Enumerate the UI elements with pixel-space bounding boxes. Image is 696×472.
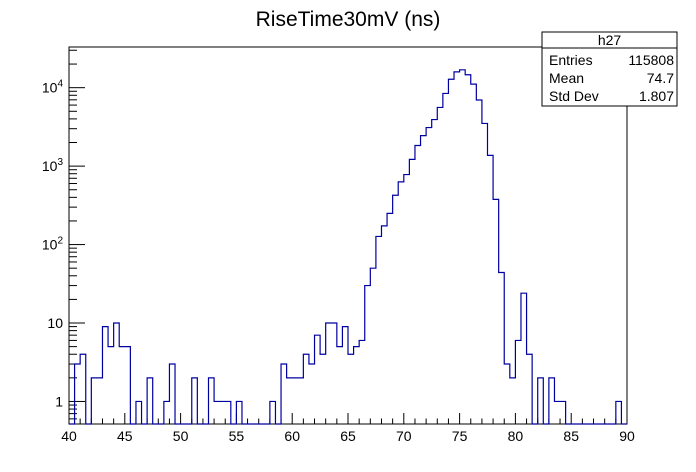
x-tick-label: 85 xyxy=(563,428,579,444)
stats-box-title: h27 xyxy=(598,32,622,48)
chart-title: RiseTime30mV (ns) xyxy=(256,8,441,31)
x-tick-label: 50 xyxy=(173,428,189,444)
x-tick-label: 65 xyxy=(340,428,356,444)
x-tick-label: 60 xyxy=(284,428,300,444)
stats-mean-value: 74.7 xyxy=(647,70,674,86)
y-axis-tick-labels: 1 10 102 103 104 xyxy=(42,79,64,410)
stats-entries-label: Entries xyxy=(549,52,593,68)
y-tick-label: 103 xyxy=(42,157,64,174)
y-tick-label: 1 xyxy=(55,393,63,409)
y-tick-label: 104 xyxy=(42,79,64,96)
x-axis-tick-labels: 40 45 50 55 60 65 70 75 80 85 90 xyxy=(61,428,635,444)
histogram-line xyxy=(69,69,627,425)
y-tick-label: 102 xyxy=(42,236,64,253)
stats-mean-label: Mean xyxy=(549,70,584,86)
x-tick-label: 70 xyxy=(396,428,412,444)
x-tick-label: 80 xyxy=(508,428,524,444)
stats-box: h27 Entries 115808 Mean 74.7 Std Dev 1.8… xyxy=(541,31,678,107)
x-tick-label: 45 xyxy=(117,428,133,444)
stats-stddev-label: Std Dev xyxy=(549,88,599,104)
x-tick-label: 75 xyxy=(452,428,468,444)
x-tick-label: 40 xyxy=(61,428,77,444)
stats-entries-value: 115808 xyxy=(628,52,674,68)
x-tick-label: 55 xyxy=(229,428,245,444)
stats-stddev-value: 1.807 xyxy=(639,88,674,104)
x-tick-label: 90 xyxy=(619,428,635,444)
y-tick-label: 10 xyxy=(47,315,63,331)
